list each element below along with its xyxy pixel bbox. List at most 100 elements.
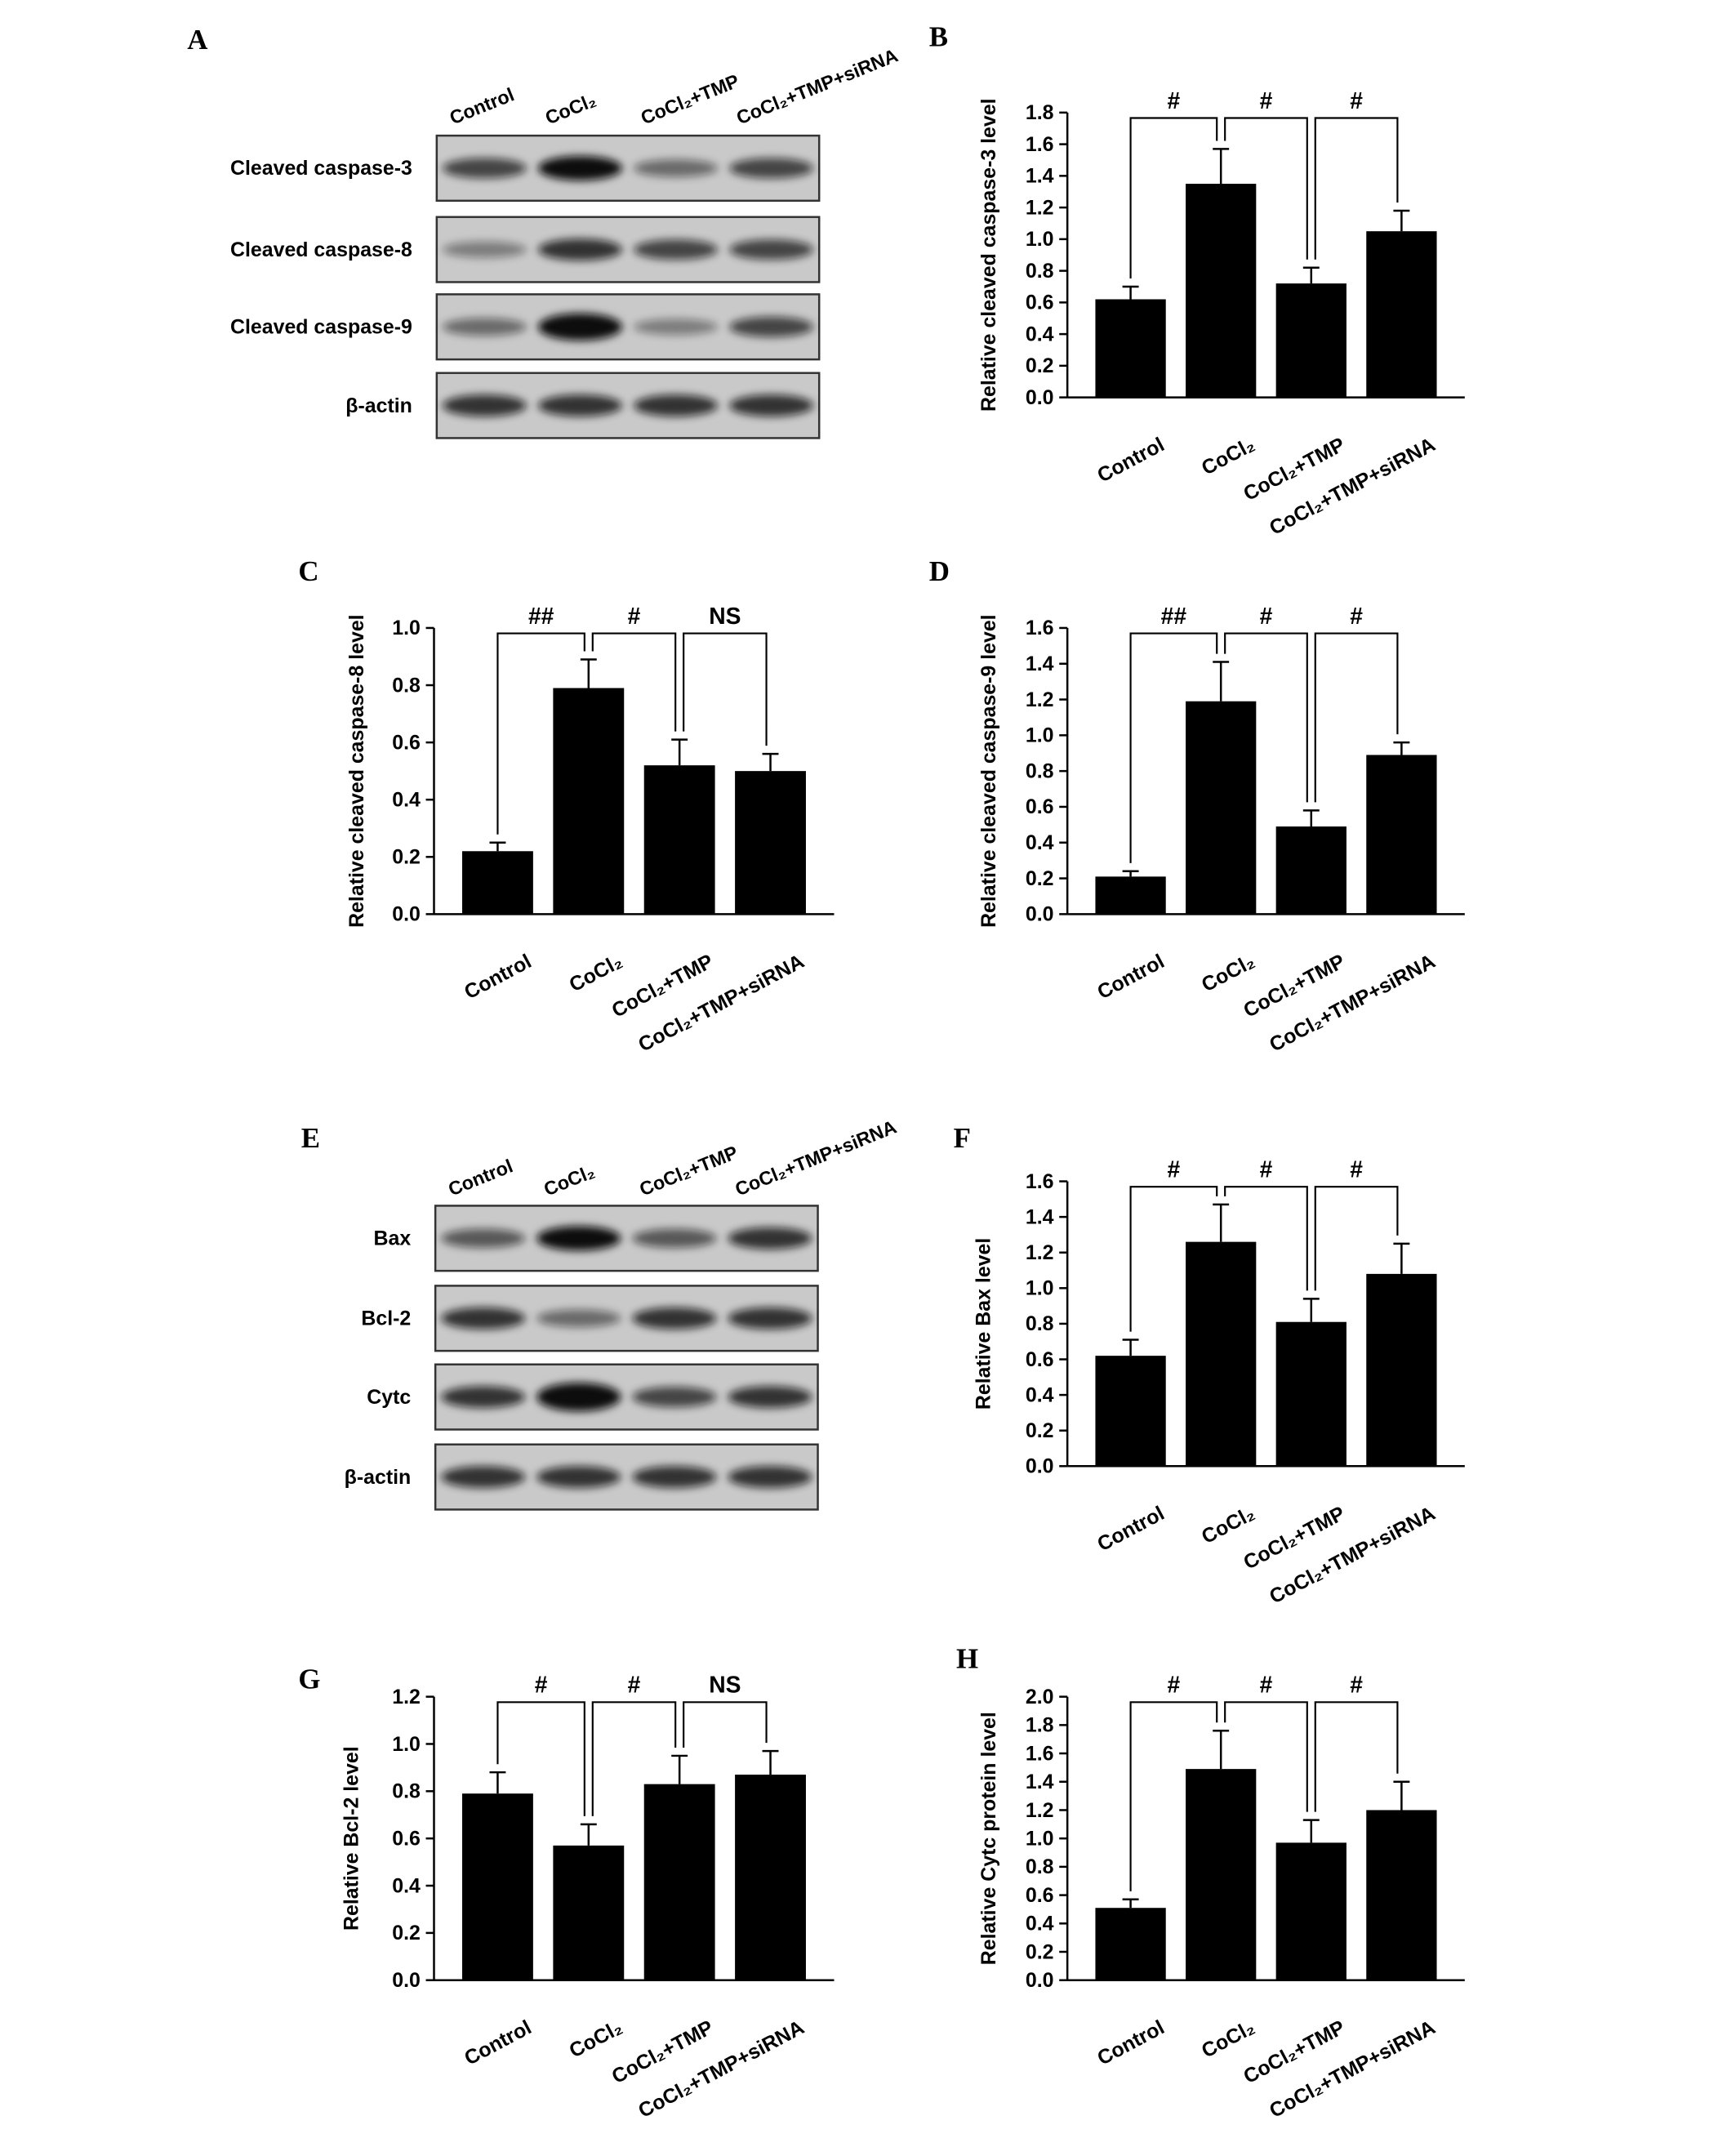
bar — [1366, 1273, 1437, 1467]
blot-band — [537, 155, 622, 180]
significance-bracket — [1129, 1701, 1218, 1891]
y-tick-label: 1.6 — [1026, 1742, 1054, 1765]
y-tick-label: 0.8 — [1026, 1312, 1054, 1335]
bar — [1275, 1321, 1347, 1467]
significance-bracket — [1224, 1701, 1308, 1812]
y-tick-label: 0.0 — [1026, 903, 1054, 926]
bar — [1275, 1842, 1347, 1980]
significance-bracket — [1314, 632, 1399, 803]
y-tick-label: 0.6 — [392, 731, 421, 754]
bar — [1186, 1769, 1257, 1980]
row-label: Bcl-2 — [361, 1307, 411, 1330]
y-tick-label: 1.2 — [1026, 196, 1054, 219]
y-tick-label: 0.2 — [392, 846, 421, 869]
bar — [643, 1784, 715, 1980]
y-tick-label: 1.4 — [1026, 1771, 1054, 1793]
lane-label: Control — [447, 83, 517, 128]
bar — [735, 1775, 806, 1980]
row-label: Bax — [374, 1227, 412, 1250]
y-tick-label: 0.4 — [392, 1874, 421, 1897]
significance-label: # — [1350, 603, 1363, 629]
y-tick-label: 1.4 — [1026, 1205, 1054, 1228]
blot-band — [728, 1466, 812, 1488]
lane-label: CoCl₂+TMP+siRNA — [733, 44, 901, 128]
x-tick-label: CoCl₂ — [566, 2016, 626, 2062]
y-tick-label: 0.8 — [1026, 1855, 1054, 1878]
y-tick-label: 1.0 — [392, 617, 421, 639]
x-tick-label: Control — [461, 2016, 535, 2069]
y-axis-label: Relative cleaved caspase-9 level — [977, 614, 1000, 928]
y-tick-label: 1.0 — [1026, 724, 1054, 747]
significance-bracket — [1224, 632, 1308, 803]
y-tick-label: 0.2 — [1026, 354, 1054, 377]
blot-band — [537, 313, 622, 341]
lane-label: CoCl₂+TMP+siRNA — [732, 1116, 900, 1200]
x-tick-label: Control — [1093, 1502, 1168, 1556]
y-tick-label: 0.0 — [1026, 386, 1054, 409]
significance-bracket — [1314, 1186, 1399, 1291]
blot-band — [728, 1307, 812, 1330]
y-tick-label: 1.0 — [1026, 228, 1054, 251]
y-tick-label: 0.8 — [1026, 260, 1054, 283]
y-tick-label: 1.6 — [1026, 617, 1054, 639]
y-tick-label: 0.6 — [1026, 1884, 1054, 1907]
y-axis-label: Relative Bcl-2 level — [340, 1746, 363, 1931]
x-tick-label: CoCl₂ — [1198, 2016, 1258, 2062]
x-tick-label: Control — [461, 950, 535, 1004]
blot-band — [537, 238, 622, 261]
y-tick-label: 1.8 — [1026, 101, 1054, 124]
bar — [462, 1793, 533, 1980]
lane-label: CoCl₂+TMP — [636, 1142, 741, 1200]
y-tick-label: 0.0 — [392, 903, 421, 926]
y-tick-label: 1.2 — [1026, 1241, 1054, 1264]
bar — [1186, 1241, 1257, 1467]
row-label: Cleaved caspase-9 — [230, 316, 412, 339]
blot-band — [536, 1383, 621, 1412]
blot-band — [728, 1386, 812, 1408]
significance-label: ## — [528, 603, 554, 629]
significance-label: # — [628, 603, 641, 629]
blot-band — [632, 1466, 717, 1488]
bar — [1366, 755, 1437, 915]
bar — [735, 771, 806, 915]
panel-letter: H — [956, 1643, 978, 1675]
blot-band — [441, 1466, 526, 1488]
significance-bracket — [1129, 632, 1218, 863]
x-tick-label: CoCl₂ — [566, 950, 626, 996]
bar — [1366, 1810, 1437, 1980]
panel-letter: D — [929, 555, 950, 587]
significance-bracket — [1129, 1186, 1218, 1332]
significance-label: # — [1168, 1156, 1181, 1183]
blot-band — [537, 394, 622, 416]
significance-label: ## — [1161, 603, 1187, 629]
blot-band — [441, 1386, 526, 1408]
row-label: Cleaved caspase-3 — [230, 157, 412, 180]
significance-bracket — [1224, 117, 1308, 260]
y-tick-label: 0.0 — [1026, 1455, 1054, 1478]
y-tick-label: 0.4 — [1026, 323, 1054, 345]
blot-band — [536, 1226, 621, 1251]
significance-label: # — [1168, 87, 1181, 114]
significance-label: NS — [709, 1672, 741, 1698]
blot-band — [634, 318, 719, 336]
significance-bracket — [683, 1701, 768, 1748]
row-label: β-actin — [345, 1466, 412, 1489]
bar — [1186, 184, 1257, 398]
significance-bracket — [1224, 1186, 1308, 1291]
significance-bracket — [683, 632, 768, 746]
x-tick-label: CoCl₂+TMP+siRNA — [634, 2016, 808, 2123]
significance-label: # — [628, 1672, 641, 1698]
bar — [1095, 1908, 1166, 1980]
blot-band — [442, 158, 527, 179]
blot-band — [632, 1228, 717, 1248]
lane-label: Control — [445, 1155, 515, 1200]
panel-letter: G — [298, 1664, 320, 1695]
bar — [553, 1845, 625, 1980]
significance-label: # — [1350, 1672, 1363, 1698]
blot-band — [441, 1228, 526, 1248]
significance-bracket — [1314, 1701, 1399, 1812]
bar — [553, 688, 625, 915]
y-tick-label: 1.6 — [1026, 133, 1054, 156]
y-tick-label: 0.4 — [1026, 1383, 1054, 1406]
